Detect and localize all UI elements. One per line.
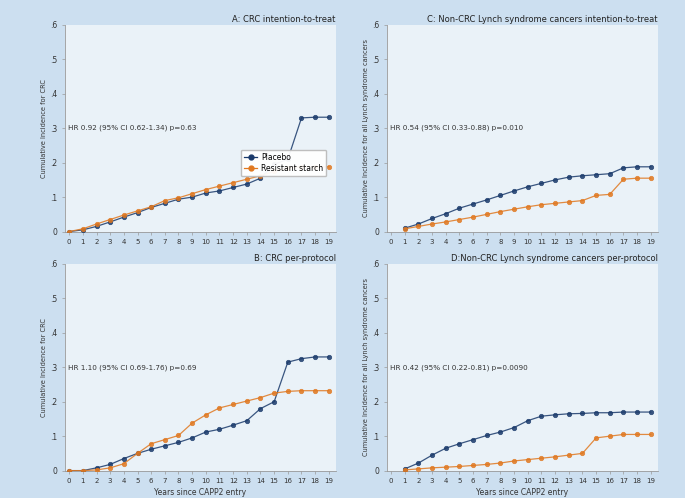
Y-axis label: Cumulative Incidence for all Lynch syndrome cancers: Cumulative Incidence for all Lynch syndr… (363, 278, 369, 456)
Text: HR 1.10 (95% CI 0.69-1.76) p=0.69: HR 1.10 (95% CI 0.69-1.76) p=0.69 (68, 364, 197, 371)
X-axis label: Years since CAPP2 entry: Years since CAPP2 entry (154, 489, 247, 498)
Text: HR 0.92 (95% CI 0.62-1.34) p=0.63: HR 0.92 (95% CI 0.62-1.34) p=0.63 (68, 125, 197, 131)
Y-axis label: Cumulative Incidence for CRC: Cumulative Incidence for CRC (41, 318, 47, 417)
Text: HR 0.54 (95% CI 0.33-0.88) p=0.010: HR 0.54 (95% CI 0.33-0.88) p=0.010 (390, 125, 523, 131)
Y-axis label: Cumulative Incidence for CRC: Cumulative Incidence for CRC (41, 79, 47, 178)
Text: B: CRC per-protocol: B: CRC per-protocol (253, 254, 336, 263)
Text: A: CRC intention-to-treat: A: CRC intention-to-treat (232, 15, 336, 24)
Text: C: Non-CRC Lynch syndrome cancers intention-to-treat: C: Non-CRC Lynch syndrome cancers intent… (427, 15, 658, 24)
X-axis label: Years since CAPP2 entry: Years since CAPP2 entry (476, 489, 569, 498)
Text: D:Non-CRC Lynch syndrome cancers per-protocol: D:Non-CRC Lynch syndrome cancers per-pro… (451, 254, 658, 263)
Y-axis label: Cumulative Incidence for all Lynch syndrome cancers: Cumulative Incidence for all Lynch syndr… (363, 39, 369, 217)
Text: HR 0.42 (95% CI 0.22-0.81) p=0.0090: HR 0.42 (95% CI 0.22-0.81) p=0.0090 (390, 364, 527, 371)
Legend: Placebo, Resistant starch: Placebo, Resistant starch (240, 150, 327, 176)
